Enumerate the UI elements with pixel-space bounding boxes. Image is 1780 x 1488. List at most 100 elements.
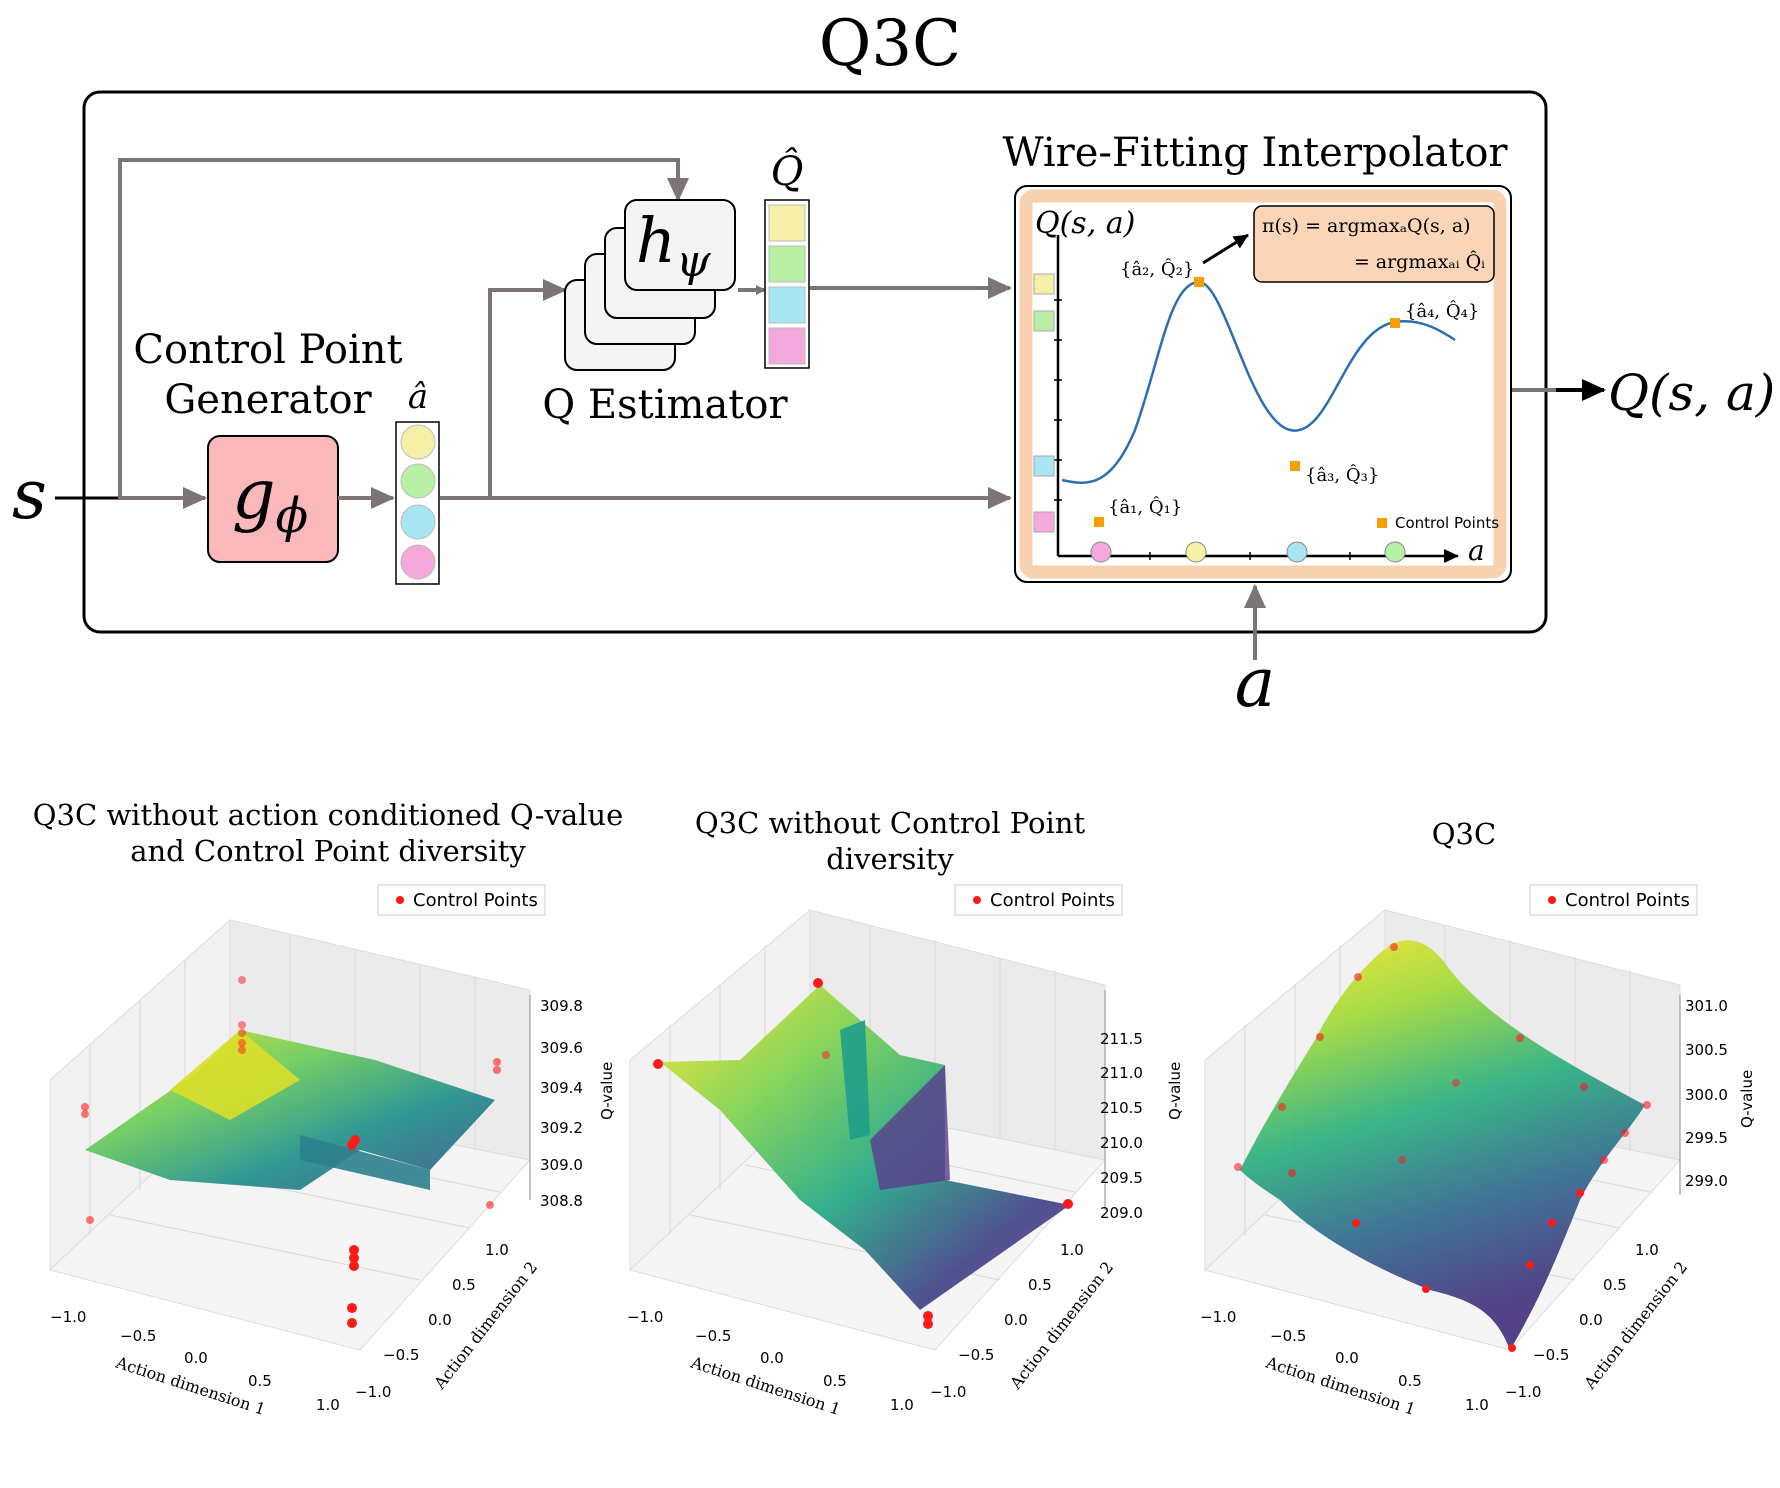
output-label: Q(s, a): [1608, 364, 1775, 422]
plot-2-z-tick-1: 211.0: [1100, 1064, 1143, 1082]
plot-1-title-line1: Q3C without action conditioned Q-value: [33, 798, 624, 832]
plot-3-x-tick-1: −0.5: [1270, 1327, 1306, 1345]
plot-2-surface-ridge: [840, 1020, 870, 1140]
plot-1-x-tick-1: −0.5: [120, 1327, 156, 1345]
plot-2-x-tick-2: 0.0: [760, 1349, 784, 1367]
wf-a-yellow: [1185, 541, 1207, 563]
wf-x-label: a: [1468, 534, 1485, 567]
wf-a-cyan: [1286, 541, 1308, 563]
wf-q-green: [1033, 310, 1055, 332]
wf-y-ticks: [1054, 299, 1062, 501]
plot-1-z-tick-0: 309.8: [540, 997, 583, 1015]
wf-box: [1014, 185, 1512, 583]
plot-2-x-tick-0: −1.0: [627, 1308, 663, 1326]
plot-2-y-tick-0: 1.0: [1060, 1241, 1084, 1259]
plot-1-control-points: [81, 976, 501, 1328]
plot-1-y-tick-1: 0.5: [452, 1276, 476, 1294]
wf-a-green: [1384, 541, 1406, 563]
plot-3-z-label: Q-value: [1738, 1070, 1756, 1128]
plot-3-title-line1: Q3C: [1432, 817, 1496, 851]
plot-2-x-tick-1: −0.5: [695, 1327, 731, 1345]
q-estimator-label: Q Estimator: [542, 382, 788, 428]
wf-q-pink: [1033, 511, 1055, 533]
plot-3-y-tick-0: 1.0: [1635, 1241, 1659, 1259]
plot-1-x-tick-2: 0.0: [184, 1349, 208, 1367]
plot-1-z-tick-2: 309.4: [540, 1079, 583, 1097]
plot-1-y-tick-3: −0.5: [383, 1346, 419, 1364]
plot-2-surface-cliff: [870, 1065, 950, 1190]
g-label: gϕ: [232, 456, 308, 544]
plot-3-surface: [1240, 940, 1645, 1350]
a-hat-label: â: [408, 377, 428, 417]
diagram-title: Q3C: [819, 7, 961, 81]
plot-1-x-tick-0: −1.0: [50, 1308, 86, 1326]
plot-1-y-tick-2: 0.0: [428, 1311, 452, 1329]
plot-1-surface-step: [170, 1030, 300, 1120]
plot-1-z-tick-1: 309.6: [540, 1039, 583, 1057]
plot-1-z-label: Q-value: [598, 1062, 616, 1120]
plot-3-z-tick-1: 300.5: [1685, 1041, 1728, 1059]
plot-3-control-points: [1234, 943, 1651, 1352]
cp-marker-1: [1094, 517, 1104, 527]
plot-3-z-tick-2: 300.0: [1685, 1086, 1728, 1104]
cp-label-1: {â₁, Q̂₁}: [1108, 496, 1182, 518]
plot-2-title-line2: diversity: [826, 842, 954, 876]
plot-1-legend-label: Control Points: [413, 890, 538, 911]
cpg-label-line1: Control Point: [133, 327, 402, 373]
plot-2-z-tick-2: 210.5: [1100, 1099, 1143, 1117]
plot-2-x-tick-4: 1.0: [890, 1396, 914, 1414]
plot-3-x-tick-3: 0.5: [1398, 1372, 1422, 1390]
plot-1: Q3C without action conditioned Q-value a…: [33, 798, 624, 1419]
wf-y-label: Q(s, a): [1035, 206, 1135, 241]
plot-3-legend-box: [1529, 884, 1698, 916]
plot-1-surface: [85, 1030, 495, 1190]
a-hat-pink: [400, 544, 436, 580]
plot-2-title-line1: Q3C without Control Point: [695, 806, 1086, 840]
plot-2-z-tick-4: 209.5: [1100, 1169, 1143, 1187]
q-hat-cyan: [768, 286, 806, 324]
cpg-label-line2: Generator: [164, 377, 372, 423]
plot-2-legend-box: [954, 884, 1123, 916]
plot-2-surface: [660, 985, 1070, 1310]
plot-1-z-tick-4: 309.0: [540, 1156, 583, 1174]
peak-to-policy-arrow: [1202, 233, 1249, 265]
plot-3-legend-label: Control Points: [1565, 890, 1690, 911]
wf-q-cyan: [1033, 455, 1055, 477]
cp-marker-2: [1194, 277, 1204, 287]
plot-3-z-tick-0: 301.0: [1685, 997, 1728, 1015]
plot-3-z-tick-3: 299.5: [1685, 1129, 1728, 1147]
plot-1-title-line2: and Control Point diversity: [130, 834, 526, 868]
policy-line1: π(s) = argmaxₐQ(s, a): [1262, 215, 1471, 237]
plot-3: Q3C Control Points 301.0 300.5 30: [1200, 817, 1756, 1419]
input-s-label: s: [12, 456, 47, 535]
plot-2-y-tick-3: −0.5: [958, 1346, 994, 1364]
cp-label-4: {â₄, Q̂₄}: [1405, 300, 1479, 322]
plot-1-surface-wall: [300, 1135, 430, 1190]
plot-3-y-tick-2: 0.0: [1579, 1311, 1603, 1329]
cp-marker-3: [1290, 461, 1300, 471]
plot-1-y-tick-0: 1.0: [485, 1241, 509, 1259]
plot-1-legend-box: [377, 884, 546, 916]
ahat-to-h-arrow: [488, 279, 567, 498]
plot-2-z-tick-0: 211.5: [1100, 1030, 1143, 1048]
cp-label-2: {â₂, Q̂₂}: [1120, 258, 1194, 280]
s-to-h-arrow: [118, 158, 689, 498]
a-hat-cyan: [400, 504, 436, 540]
a-hat-yellow: [400, 424, 436, 460]
cp-label-3: {â₃, Q̂₃}: [1305, 464, 1379, 486]
plot-1-x-tick-3: 0.5: [248, 1372, 272, 1390]
plot-3-z-tick-4: 299.0: [1685, 1172, 1728, 1190]
plot-2-x-tick-3: 0.5: [823, 1372, 847, 1390]
plot-3-x-tick-4: 1.0: [1465, 1396, 1489, 1414]
plot-3-y-tick-4: −1.0: [1505, 1383, 1541, 1401]
plot-3-y-tick-1: 0.5: [1603, 1276, 1627, 1294]
h-stack-1: [624, 199, 736, 291]
plot-2-y-tick-1: 0.5: [1028, 1276, 1052, 1294]
cp-legend-label: Control Points: [1395, 514, 1499, 532]
policy-box: [1253, 205, 1495, 283]
q-hat-label: Q̂: [771, 149, 804, 195]
plot-3-x-tick-0: −1.0: [1200, 1308, 1236, 1326]
plot-2-z-tick-5: 209.0: [1100, 1204, 1143, 1222]
input-a-label: a: [1235, 644, 1276, 723]
